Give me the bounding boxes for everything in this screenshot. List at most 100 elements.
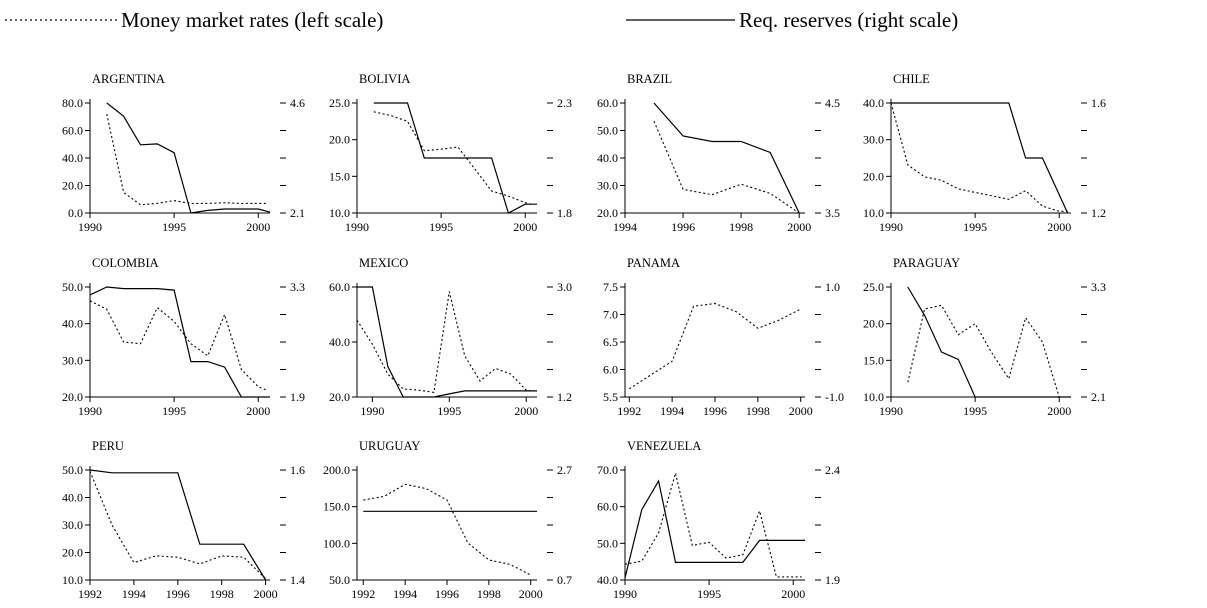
x-tick-label: 2000	[789, 404, 813, 418]
left-tick-label: 0.0	[68, 206, 83, 220]
panel-title: CHILE	[893, 72, 930, 86]
left-tick-label: 6.5	[603, 335, 618, 349]
right-tick-label: 0.7	[557, 573, 572, 587]
left-tick-label: 30.0	[863, 133, 884, 147]
required-reserves-line	[653, 102, 800, 214]
left-tick-label: 20.0	[62, 390, 83, 404]
left-tick-label: 50.0	[62, 463, 83, 477]
money-market-rate-line	[89, 471, 266, 580]
right-tick-label: 1.8	[557, 206, 572, 220]
left-tick-label: 100.0	[323, 536, 350, 550]
x-tick-label: 1998	[746, 404, 770, 418]
right-tick-label: 1.6	[1091, 96, 1106, 110]
required-reserves-line	[89, 469, 267, 581]
left-tick-label: 20.0	[62, 546, 83, 560]
right-tick-label: 4.5	[825, 96, 840, 110]
left-tick-label: 60.0	[597, 500, 618, 514]
required-reserves-line	[357, 286, 537, 398]
panel-title: BRAZIL	[627, 72, 672, 86]
left-tick-label: 7.0	[603, 308, 618, 322]
required-reserves-line	[907, 286, 1071, 398]
x-tick-label: 1992	[617, 404, 641, 418]
left-tick-label: 50.0	[597, 124, 618, 138]
x-tick-label: 1994	[122, 587, 146, 601]
left-tick-label: 60.0	[329, 280, 350, 294]
right-tick-label: 1.6	[290, 463, 305, 477]
left-tick-label: 40.0	[329, 335, 350, 349]
money-market-rate-line	[890, 102, 1068, 212]
money-market-rate-line	[907, 304, 1060, 398]
x-tick-label: 1996	[435, 587, 459, 601]
left-tick-label: 40.0	[62, 491, 83, 505]
x-tick-label: 1990	[360, 404, 384, 418]
x-tick-label: 1995	[429, 220, 453, 234]
panel-title: ARGENTINA	[92, 72, 165, 86]
panel-bolivia: BOLIVIA 1990 1995 2000 25.0 20.0 15.0 10.0 2.3 1.…	[329, 72, 572, 234]
panel-title: PARAGUAY	[893, 256, 960, 270]
x-tick-label: 2000	[513, 220, 537, 234]
chart-panels: ARGENTINA 1990 1995 2000 80.0 60.0 40.0 20.0 0.0…	[62, 72, 1106, 601]
legend: Money market rates (left scale) Req. res…	[5, 8, 958, 32]
left-tick-label: 70.0	[597, 463, 618, 477]
x-tick-label: 2000	[514, 404, 538, 418]
panel-mexico: MEXICO 1990 1995 2000 60.0 40.0 20.0 3.0 1.2	[329, 256, 572, 418]
right-tick-label: 3.3	[290, 280, 305, 294]
x-tick-label: 1996	[671, 220, 695, 234]
required-reserves-line	[891, 102, 1069, 214]
money-market-rate-line	[373, 111, 534, 206]
left-tick-label: 40.0	[62, 151, 83, 165]
left-tick-label: 10.0	[863, 390, 884, 404]
right-tick-label: 2.3	[557, 96, 572, 110]
required-reserves-line	[373, 102, 537, 214]
x-tick-label: 1990	[345, 220, 369, 234]
left-tick-label: 20.0	[62, 179, 83, 193]
money-market-rate-line	[363, 483, 531, 576]
x-tick-label: 1996	[166, 587, 190, 601]
right-tick-label: 2.4	[825, 463, 840, 477]
x-tick-label: 1995	[963, 404, 987, 418]
right-tick-label: 1.2	[557, 390, 572, 404]
x-tick-label: 1996	[703, 404, 727, 418]
left-tick-label: 30.0	[597, 179, 618, 193]
left-tick-label: 6.0	[603, 363, 618, 377]
x-tick-label: 1995	[437, 404, 461, 418]
panel-title: COLOMBIA	[92, 256, 159, 270]
left-tick-label: 60.0	[597, 96, 618, 110]
left-tick-label: 30.0	[62, 518, 83, 532]
right-tick-label: 4.6	[290, 96, 305, 110]
x-tick-label: 1990	[879, 404, 903, 418]
right-tick-label: 2.7	[557, 463, 572, 477]
x-tick-label: 1998	[477, 587, 501, 601]
left-tick-label: 20.0	[863, 169, 884, 183]
right-tick-label: 1.4	[290, 573, 305, 587]
right-tick-label: 3.3	[1091, 280, 1106, 294]
x-tick-label: 1995	[162, 404, 186, 418]
left-tick-label: 150.0	[323, 500, 350, 514]
left-tick-label: 25.0	[863, 280, 884, 294]
left-tick-label: 15.0	[329, 169, 350, 183]
left-tick-label: 20.0	[863, 317, 884, 331]
required-reserves-line	[106, 102, 271, 214]
money-market-rate-line	[356, 291, 534, 394]
x-tick-label: 1995	[697, 587, 721, 601]
panel-panama: PANAMA 1992 1994 1996 1998 2000 7.5 7.0 6.5 6.0 5.…	[603, 256, 844, 418]
right-tick-label: 1.9	[825, 573, 840, 587]
left-tick-label: 80.0	[62, 96, 83, 110]
x-tick-label: 2000	[787, 220, 811, 234]
x-tick-label: 1995	[162, 220, 186, 234]
right-tick-label: 1.9	[290, 390, 305, 404]
money-market-rate-line	[624, 472, 802, 578]
legend-reserves-label: Req. reserves (right scale)	[739, 8, 958, 32]
right-tick-label: 2.1	[290, 206, 305, 220]
x-tick-label: 2000	[781, 587, 805, 601]
panel-paraguay: PARAGUAY 1990 1995 2000 25.0 20.0 15.0 10.0 3.3 2…	[863, 256, 1106, 418]
x-tick-label: 2000	[519, 587, 543, 601]
x-tick-label: 1990	[879, 220, 903, 234]
left-tick-label: 10.0	[62, 573, 83, 587]
panel-peru: PERU 1992 1994 1996 1998 2000 50.0 40.0 30.0 20.0…	[62, 439, 305, 601]
x-tick-label: 1998	[210, 587, 234, 601]
panel-title: MEXICO	[359, 256, 408, 270]
panel-brazil: BRAZIL 1994 1996 1998 2000 60.0 50.0 40.0 30.0 20…	[597, 72, 840, 234]
panel-title: PANAMA	[627, 256, 680, 270]
